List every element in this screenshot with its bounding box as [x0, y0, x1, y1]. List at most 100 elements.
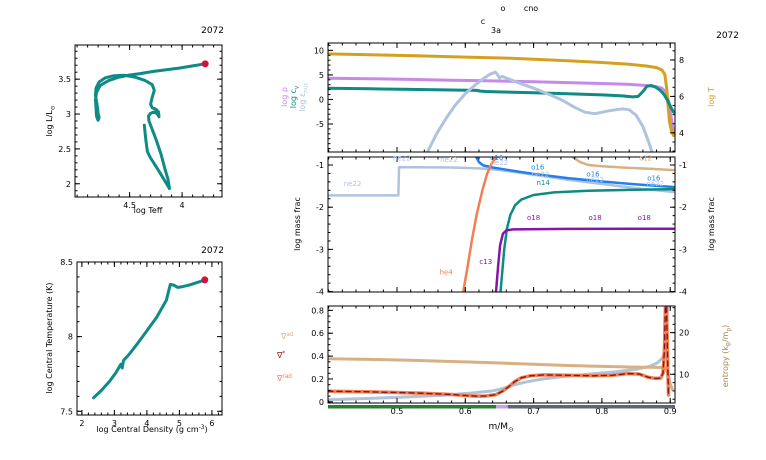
x-tick-label: 0.5	[391, 407, 404, 416]
y-axis-title-log-eps-nuc: log εnuc	[298, 82, 310, 112]
y-tick-label: -4	[679, 288, 687, 297]
he4-label: he4	[440, 269, 454, 277]
y-tick-label: -1	[316, 161, 324, 170]
o18-label: o18	[638, 214, 651, 222]
grad-ad-label: ∇ad	[280, 332, 294, 341]
y-tick-label: -3	[679, 245, 687, 254]
gradients-entropy-panel: 0.5 0.6 0.7 0.8 0.9 0 0.2 0.4 0.6 0.8 10 20 ∇ad ∇* ∇ra…	[276, 305, 733, 434]
o16-label: o16	[531, 164, 545, 172]
y-axis-title: log mass frac	[293, 197, 302, 251]
y2-tick-label: 10	[679, 370, 689, 379]
ne22-curve	[327, 165, 675, 197]
o16-label: o16	[586, 170, 600, 178]
o16-label: o16	[490, 154, 504, 162]
central-t-rho-panel: 2 3 4 5 6 7.5 8 8.5 2072 log Central Density (g c…	[45, 246, 224, 434]
current-model-marker	[201, 276, 209, 284]
x-tick-label: 4.5	[123, 201, 136, 210]
x-axis-title: log Central Density (g cm-3)	[96, 425, 207, 434]
x-tick-label: 5	[177, 419, 182, 428]
mixing-bar-semiconvective	[496, 405, 508, 409]
burn-label-o: o	[501, 4, 506, 13]
log-eps-nuc-curve	[426, 70, 654, 153]
y-tick-label: 0	[319, 95, 324, 104]
x-tick-label: 4	[180, 201, 185, 210]
profile-top-frame	[327, 42, 676, 153]
ne22-label: ne22	[393, 154, 411, 162]
he4-curve	[461, 156, 501, 293]
ne22-label: ne22	[532, 170, 550, 178]
gradients-entropy-frame	[327, 305, 676, 404]
y-tick-label: 0.4	[311, 352, 324, 361]
ne22-label: ne22	[491, 159, 509, 167]
x-axis-title: m/M⊙	[489, 422, 514, 434]
y-axis-title: log Central Temperature (K)	[45, 282, 54, 393]
entropy-curve	[327, 305, 669, 402]
x-tick-label: 0.8	[596, 407, 609, 416]
n14-curve	[499, 187, 675, 293]
x-axis-title: log Teff	[134, 206, 163, 215]
y-tick-label: 0.6	[311, 329, 324, 338]
model-number: 2072	[201, 246, 224, 256]
y-tick-label: 8	[68, 333, 73, 342]
burn-label-c: c	[481, 17, 485, 26]
grad-rad-curve	[327, 305, 671, 398]
y2-tick-label: 4	[679, 129, 684, 138]
x-tick-label: 0.6	[459, 407, 472, 416]
c13-label: c13	[479, 258, 492, 266]
y-tick-label: 2	[66, 180, 71, 189]
x-tick-label: 4	[144, 419, 149, 428]
hr-track-curve	[94, 62, 207, 191]
y2-tick-label: 20	[679, 329, 689, 338]
c12-curve	[571, 156, 675, 172]
x-tick-label: 0.9	[664, 407, 677, 416]
y-tick-label: -5	[316, 120, 324, 129]
y-tick-label: -2	[679, 203, 687, 212]
n14-label: n14	[536, 179, 550, 187]
y-tick-label: 10	[314, 46, 324, 55]
y-tick-label: 8.5	[60, 258, 73, 267]
grad-rad-label: ∇rad	[276, 374, 292, 383]
grad-star-label: ∇*	[276, 351, 285, 360]
model-number: 2072	[716, 31, 739, 41]
o16-curve	[474, 156, 675, 189]
y2-axis-title-entropy: entropy (kB/mp)	[721, 325, 733, 387]
y2-axis-title: log mass frac	[707, 197, 716, 251]
x-tick-label: 3	[112, 419, 117, 428]
x-tick-label: 6	[209, 419, 214, 428]
log-t-curve	[327, 52, 676, 138]
y-tick-label: 5	[319, 71, 324, 80]
y-tick-label: 0.8	[311, 306, 324, 315]
ne22-label: ne22	[344, 180, 362, 188]
o18-label: o18	[527, 214, 540, 222]
tc-rhoc-track-curve	[92, 278, 207, 400]
y-tick-label: 7.5	[60, 407, 73, 416]
y2-axis-title-log-t: log T	[707, 87, 716, 107]
y-axis-title: log L/L⊙	[45, 105, 57, 136]
c12-label: c12	[639, 154, 652, 162]
y-tick-label: -1	[679, 161, 687, 170]
o16-label: o16	[647, 175, 661, 183]
burn-label-cno: cno	[524, 4, 538, 13]
y-tick-label: -2	[316, 203, 324, 212]
ne22-label: ne22	[586, 176, 604, 184]
x-tick-label: 2	[79, 419, 84, 428]
log-rho-curve	[327, 76, 676, 135]
y2-tick-label: 8	[679, 56, 684, 65]
y-tick-label: 0.2	[311, 375, 324, 384]
ne22-label: ne22	[440, 156, 458, 164]
central-t-rho-frame	[76, 261, 223, 416]
y-tick-label: 3.5	[58, 75, 71, 84]
current-model-marker	[201, 60, 209, 68]
y-tick-label: 0	[319, 398, 324, 407]
hr-diagram-panel: 4.5 4 2 2.5 3 3.5 2072 log Teff log L/L⊙	[45, 26, 224, 215]
o18-label: o18	[588, 214, 601, 222]
y-axis-title-log-cv: log cv	[289, 85, 301, 108]
y-tick-label: 2.5	[58, 145, 71, 154]
y-tick-label: 3	[66, 110, 71, 119]
grad-star-curve	[327, 305, 670, 397]
o18-curve	[494, 227, 675, 293]
